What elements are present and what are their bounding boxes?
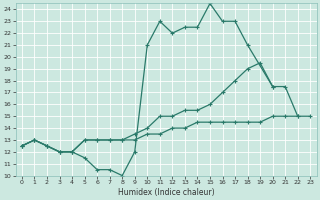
X-axis label: Humidex (Indice chaleur): Humidex (Indice chaleur) — [118, 188, 214, 197]
